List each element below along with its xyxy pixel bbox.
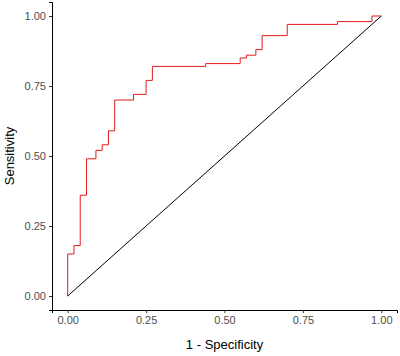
x-tick: 0.25	[136, 310, 157, 326]
y-tick-label: 0.00	[25, 290, 46, 302]
y-axis-title: Sensitivity	[2, 126, 17, 185]
y-axis-line	[49, 3, 53, 311]
y-tick-label: 1.00	[25, 10, 46, 22]
y-axis: 0.00 0.25 0.50 0.75 1.00	[25, 3, 53, 311]
plot: 0.00 0.25 0.50 0.75 1.00 0.00 0.25 0.50 0.75 1.00	[25, 3, 398, 326]
x-tick: 0.00	[57, 310, 78, 326]
y-tick-label: 0.25	[25, 220, 46, 232]
x-tick: 1.00	[371, 310, 392, 326]
x-tick-mark	[146, 310, 147, 313]
x-tick-mark	[303, 310, 304, 313]
y-tick-mark	[49, 86, 52, 87]
y-tick: 0.50	[25, 150, 52, 162]
x-tick: 0.50	[214, 310, 235, 326]
y-tick: 0.25	[25, 220, 52, 232]
x-tick-label: 0.50	[214, 314, 235, 326]
y-tick-mark	[49, 296, 52, 297]
chart: 0.00 0.25 0.50 0.75 1.00 0.00 0.25 0.50 0.75 1.00…	[0, 0, 400, 356]
x-tick-mark	[381, 310, 382, 313]
marks	[68, 16, 382, 296]
y-tick-label: 0.50	[25, 150, 46, 162]
x-tick-label: 0.75	[293, 314, 314, 326]
series-line	[68, 16, 382, 296]
y-tick-label: 0.75	[25, 80, 46, 92]
x-tick-label: 0.25	[136, 314, 157, 326]
y-tick: 0.75	[25, 80, 52, 92]
y-tick: 0.00	[25, 290, 52, 302]
x-tick: 0.75	[293, 310, 314, 326]
series-line	[68, 16, 382, 296]
y-tick-mark	[49, 16, 52, 17]
x-tick-mark	[68, 310, 69, 313]
y-tick-mark	[49, 226, 52, 227]
x-axis: 0.00 0.25 0.50 0.75 1.00	[53, 310, 398, 326]
x-axis-title: 1 - Specificity	[186, 337, 264, 352]
x-tick-label: 0.00	[57, 314, 78, 326]
x-axis-line	[53, 311, 398, 314]
x-tick-label: 1.00	[371, 314, 392, 326]
x-tick-mark	[225, 310, 226, 313]
y-tick: 1.00	[25, 10, 52, 22]
y-tick-mark	[49, 156, 52, 157]
